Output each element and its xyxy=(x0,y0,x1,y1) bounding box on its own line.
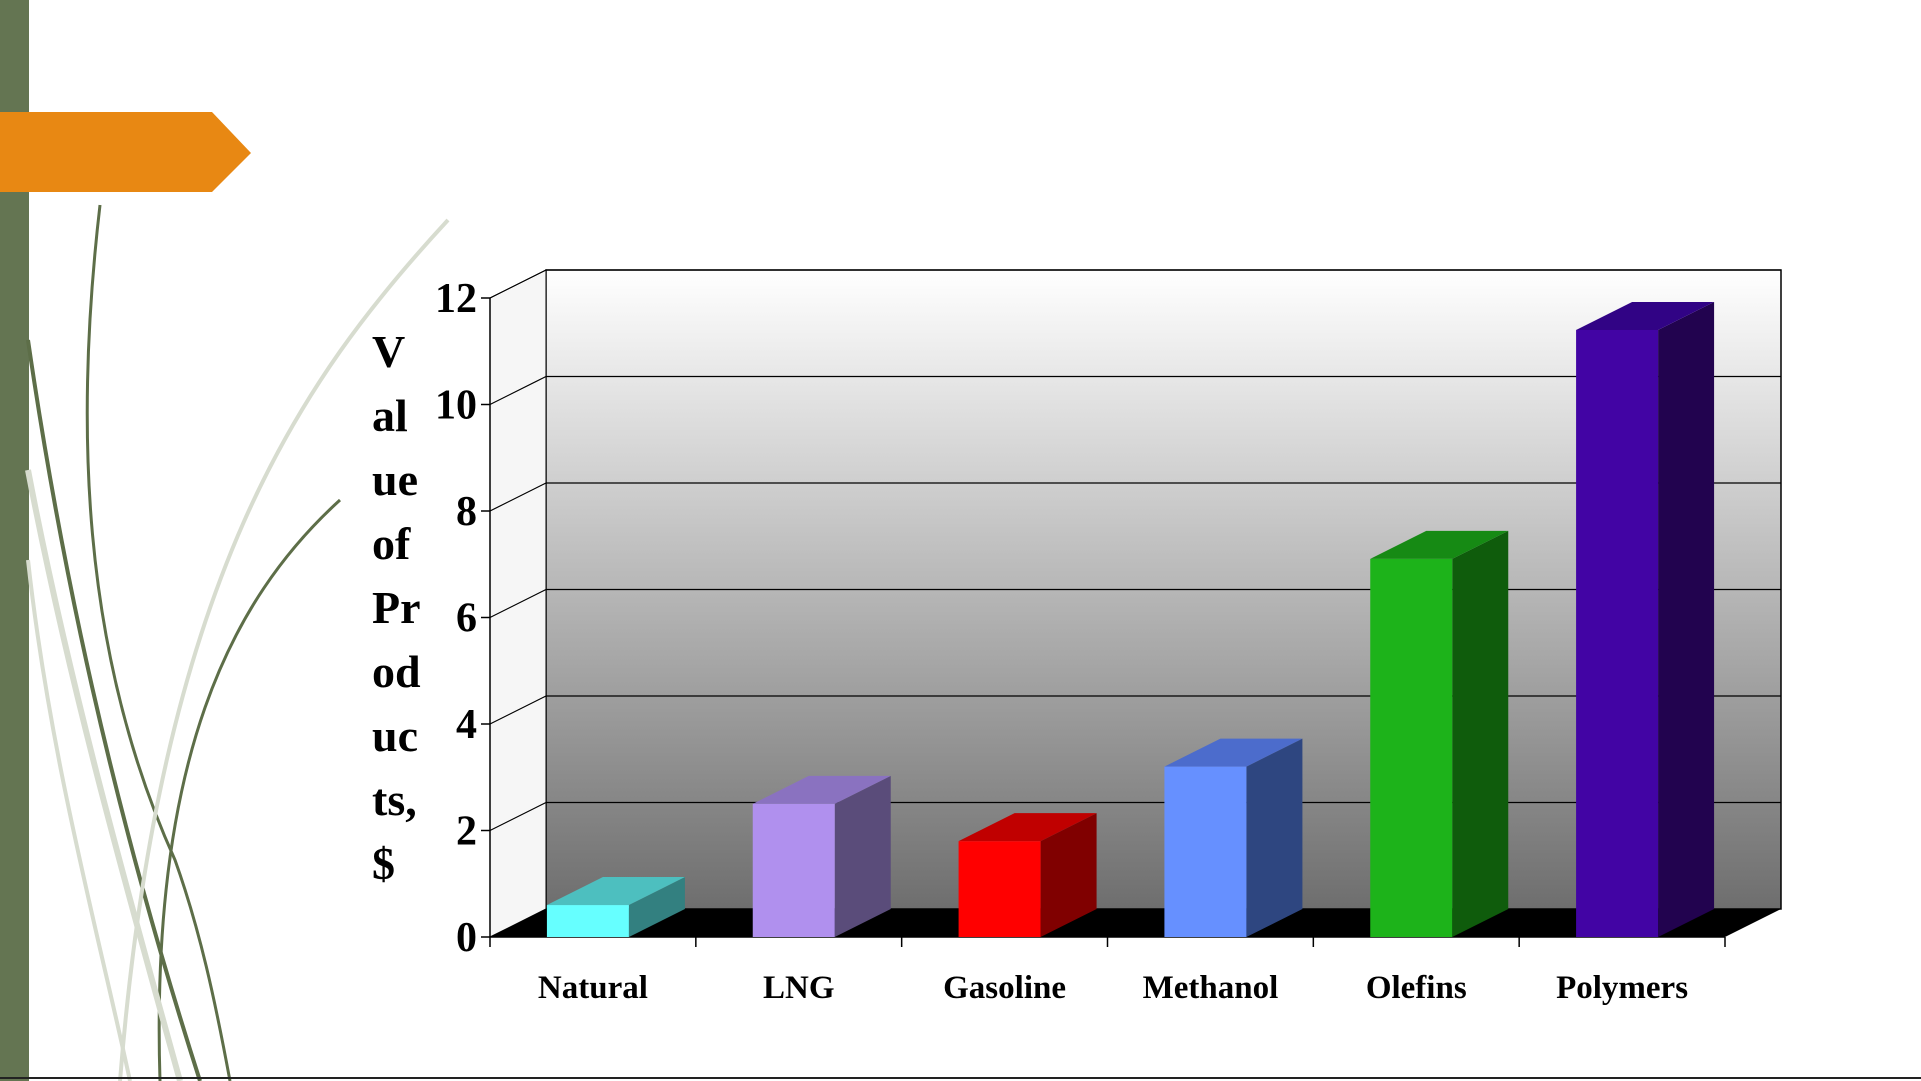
gridline-side xyxy=(489,375,547,406)
y-axis-label-line: od xyxy=(372,646,421,697)
y-tick-label: 12 xyxy=(435,276,477,322)
x-tick-label: LNG xyxy=(763,970,835,1006)
bar-methanol xyxy=(1164,738,1303,937)
bar xyxy=(1370,558,1453,937)
bar-top xyxy=(1576,301,1715,330)
y-tick-label: 6 xyxy=(456,596,477,642)
y-axis-label-line: ts, xyxy=(372,774,417,825)
bar xyxy=(958,841,1041,937)
y-tick-label: 2 xyxy=(456,809,477,855)
gridline-side xyxy=(489,801,547,832)
bar-olefins xyxy=(1370,530,1509,937)
y-axis-label-line: Pr xyxy=(372,582,421,633)
x-tick-label: Natural xyxy=(538,970,648,1006)
bar-natural xyxy=(546,877,685,937)
y-axis-label-line: V xyxy=(372,326,406,377)
y-axis-label-line: uc xyxy=(372,710,418,761)
bar xyxy=(1576,329,1659,937)
y-axis-label-line: al xyxy=(372,390,408,441)
bar-top xyxy=(958,813,1097,842)
bar-top xyxy=(546,877,685,906)
gridline-side xyxy=(489,482,547,512)
bar xyxy=(1164,766,1247,937)
bar-side xyxy=(1452,530,1509,937)
bar xyxy=(546,905,629,937)
bar xyxy=(752,803,835,937)
y-tick-label: 10 xyxy=(435,383,477,429)
bar-side xyxy=(834,775,891,937)
bar-side xyxy=(1040,813,1097,937)
bar-top xyxy=(1370,530,1509,559)
bar-side xyxy=(1658,301,1715,937)
gridline-side xyxy=(489,695,547,725)
x-tick-label: Gasoline xyxy=(943,970,1066,1006)
y-tick-label: 0 xyxy=(456,915,477,961)
bar-side xyxy=(628,877,685,937)
y-axis-label-line: $ xyxy=(372,838,395,889)
y-axis-label-line: of xyxy=(372,518,411,569)
bar-lng xyxy=(752,775,891,937)
x-tick-label: Methanol xyxy=(1143,970,1279,1006)
bar-gasoline xyxy=(958,813,1097,937)
bar-top xyxy=(752,775,891,804)
bar-top xyxy=(1164,738,1303,767)
gridline-side xyxy=(489,588,547,619)
x-tick-label: Olefins xyxy=(1366,970,1467,1006)
bar-side xyxy=(1246,738,1303,937)
y-tick-label: 4 xyxy=(456,702,477,748)
bar-polymers xyxy=(1576,301,1715,937)
decorative-vines xyxy=(25,204,450,1081)
y-tick-label: 8 xyxy=(456,489,477,535)
x-tick-label: Polymers xyxy=(1556,970,1688,1006)
gridline-side xyxy=(489,269,547,299)
title-tab-shape xyxy=(0,112,251,192)
y-axis-label-line: ue xyxy=(372,454,418,505)
